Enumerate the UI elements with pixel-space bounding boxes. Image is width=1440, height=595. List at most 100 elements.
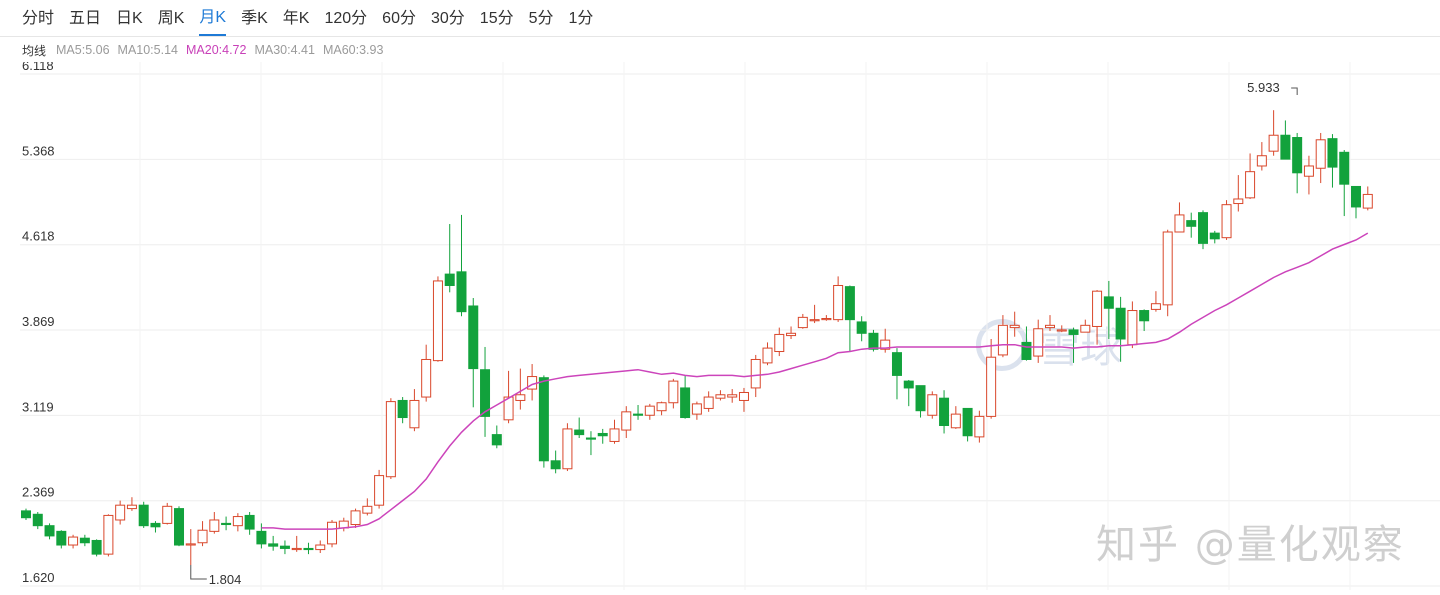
candle-body xyxy=(1174,214,1185,233)
candle-body xyxy=(574,429,585,436)
candle-body xyxy=(1115,307,1126,340)
candle-body xyxy=(150,522,161,528)
ma-legend-item: MA60:3.93 xyxy=(322,43,384,57)
candle-body xyxy=(880,339,891,350)
candle-body xyxy=(1044,324,1055,329)
candle-body xyxy=(703,396,714,409)
candle-body xyxy=(1092,290,1103,327)
annotation-leader xyxy=(1291,87,1298,96)
candle-body xyxy=(232,516,243,527)
tab-3[interactable]: 周K xyxy=(157,10,185,27)
candle-body xyxy=(279,545,290,549)
ma20-line xyxy=(261,232,1369,530)
candle-body xyxy=(409,399,420,429)
tab-2[interactable]: 日K xyxy=(116,10,143,27)
candle-body xyxy=(1080,324,1091,333)
tab-0[interactable]: 分时 xyxy=(22,10,55,27)
candle-body xyxy=(1209,232,1220,240)
candle-body xyxy=(762,347,773,364)
candle-body xyxy=(268,543,279,547)
candle-body xyxy=(562,428,573,470)
candle-body xyxy=(715,394,726,399)
candle-body xyxy=(1009,324,1020,329)
tab-6[interactable]: 年K xyxy=(282,10,310,27)
candle-body xyxy=(21,510,31,519)
candle-body xyxy=(1303,165,1314,177)
candle-body xyxy=(1292,137,1303,174)
candle-body xyxy=(833,284,844,321)
candle-body xyxy=(515,394,526,401)
candle-body xyxy=(644,405,655,416)
tab-8[interactable]: 60分 xyxy=(382,10,416,27)
y-tick-label: 1.620 xyxy=(22,570,55,585)
period-tabs: 分时 五日 日K 周K 月K 季K 年K 120分 60分 30分 15分 5分 1分 xyxy=(22,0,608,36)
tab-5[interactable]: 季K xyxy=(241,10,268,27)
ma-legend-item: MA5:5.06 xyxy=(56,43,110,57)
tab-10[interactable]: 15分 xyxy=(479,10,514,27)
candle-body xyxy=(1068,329,1079,335)
candle-body xyxy=(209,519,220,532)
candle-body xyxy=(303,547,314,551)
candle-body xyxy=(856,321,867,334)
candle-body xyxy=(126,504,137,510)
candle-body xyxy=(397,399,408,419)
candle-body xyxy=(738,391,749,401)
candle-body xyxy=(1315,139,1326,169)
candle-body xyxy=(750,358,761,389)
candle-body xyxy=(668,380,679,404)
y-tick-label: 2.369 xyxy=(22,485,55,500)
candle-body xyxy=(915,385,926,412)
candle-body xyxy=(1139,310,1150,322)
candle-body xyxy=(91,539,102,555)
candle-body xyxy=(1186,220,1197,227)
ma-legend-item: MA20:4.72 xyxy=(186,43,247,57)
candle-body xyxy=(621,411,632,431)
tab-1[interactable]: 五日 xyxy=(69,10,102,27)
candle-body xyxy=(1256,155,1267,167)
candle-body xyxy=(903,380,914,389)
candle-body xyxy=(680,387,691,419)
candle-body xyxy=(256,530,267,545)
tab-12[interactable]: 1分 xyxy=(568,10,594,27)
ma-legend: 均线 MA5:5.06 MA10:5.14 MA20:4.72 MA30:4.41 MA… xyxy=(22,41,391,59)
y-tick-label: 6.118 xyxy=(22,62,54,73)
candle-body xyxy=(1127,310,1138,346)
ma-legend-title: 均线 xyxy=(22,43,47,58)
candle-body xyxy=(809,319,820,322)
candle-body xyxy=(1221,204,1232,239)
candle-body xyxy=(79,537,90,544)
tab-9[interactable]: 30分 xyxy=(430,10,465,27)
candle-body xyxy=(1280,134,1291,160)
candle-body xyxy=(480,369,491,417)
candle-body xyxy=(786,332,797,337)
candle-body xyxy=(385,401,396,478)
tab-11[interactable]: 5分 xyxy=(528,10,554,27)
candle-body xyxy=(444,273,455,286)
candle-body xyxy=(774,333,785,353)
candle-body xyxy=(1198,212,1208,244)
candle-body xyxy=(1351,185,1362,208)
y-tick-label: 5.368 xyxy=(22,143,55,158)
candle-body xyxy=(1339,151,1350,185)
candle-body xyxy=(174,508,185,546)
candle-body xyxy=(503,396,514,421)
candle-body xyxy=(32,513,43,527)
candle-body xyxy=(891,352,902,376)
candle-body xyxy=(1162,231,1173,306)
annotation-leader xyxy=(190,565,207,580)
candle-body xyxy=(221,522,232,526)
candle-body xyxy=(927,394,938,416)
candle-body xyxy=(585,437,596,440)
candle-body xyxy=(1150,303,1161,310)
tab-7[interactable]: 120分 xyxy=(324,10,368,27)
y-tick-label: 3.869 xyxy=(22,314,55,329)
candle-body xyxy=(797,316,808,329)
candle-body xyxy=(538,377,549,462)
candle-body xyxy=(727,394,738,398)
candle-body xyxy=(1021,341,1032,360)
candlestick-chart[interactable]: 6.118 5.368 4.618 3.869 3.119 2.369 1.620 1.804… xyxy=(0,62,1440,595)
candle-body xyxy=(1268,134,1279,152)
candle-body xyxy=(56,530,67,546)
candle-body xyxy=(456,271,467,313)
tab-4[interactable]: 月K xyxy=(199,0,227,36)
